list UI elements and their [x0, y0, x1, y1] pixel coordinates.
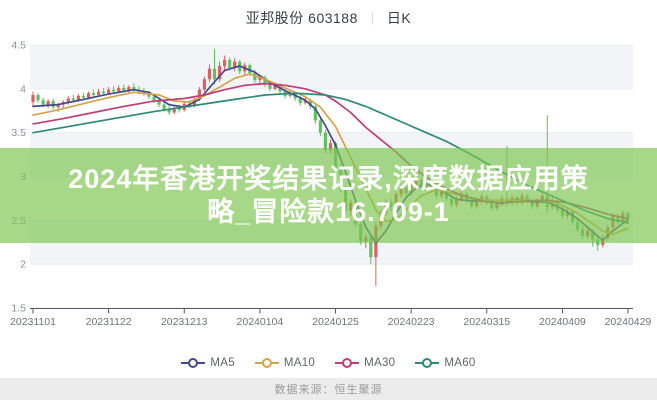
- x-tick-label: 20240315: [463, 316, 510, 328]
- chart-header: 亚邦股份 603188 日K: [0, 7, 657, 29]
- header-divider: [371, 11, 373, 25]
- candle-body: [217, 66, 222, 80]
- candle-body: [132, 87, 136, 90]
- x-tick-label: 20231122: [86, 316, 132, 328]
- x-tick-label: 20240409: [539, 316, 586, 328]
- data-source-label: 数据来源：恒生聚源: [274, 384, 383, 396]
- candle-body: [142, 91, 146, 94]
- candle-body: [152, 96, 156, 101]
- x-tick-label: 20240104: [237, 316, 284, 328]
- legend-item-ma60[interactable]: MA60: [415, 357, 475, 369]
- candle-body: [71, 98, 75, 101]
- candle-body: [36, 94, 40, 101]
- candle-body: [56, 104, 60, 108]
- overlay-line2: 略_冒险款16.709-1: [207, 196, 450, 227]
- candle-body: [369, 236, 373, 258]
- candle-body: [147, 93, 151, 97]
- x-tick-label: 20240125: [312, 316, 359, 328]
- candle-body: [273, 85, 277, 89]
- legend-label: MA5: [210, 357, 235, 369]
- x-tick-label: 20240429: [605, 316, 652, 328]
- legend-item-ma30[interactable]: MA30: [335, 357, 395, 369]
- candle-body: [46, 101, 50, 105]
- y-tick-label: 4: [20, 83, 26, 95]
- y-tick-label: 2: [20, 259, 26, 271]
- ma10-marker-icon: [254, 358, 279, 368]
- legend-label: MA30: [364, 357, 396, 369]
- candle-body: [91, 93, 96, 95]
- period-label[interactable]: 日K: [386, 10, 412, 26]
- candle-body: [202, 79, 207, 90]
- candle-body: [41, 100, 45, 105]
- candle-body: [263, 77, 267, 85]
- x-tick-label: 20231213: [161, 316, 208, 328]
- candle-body: [298, 98, 302, 103]
- legend-item-ma10[interactable]: MA10: [254, 357, 316, 369]
- candle-body: [207, 68, 212, 80]
- legend-label: MA60: [444, 357, 476, 369]
- candle-body: [66, 98, 70, 102]
- candle-body: [222, 59, 227, 67]
- data-source-bar: 数据来源：恒生聚源: [0, 378, 657, 400]
- y-tick-label: 1.5: [11, 303, 26, 315]
- candle-body: [127, 87, 131, 91]
- candle-body: [162, 104, 166, 109]
- candle-body: [197, 89, 201, 100]
- candle-body: [248, 65, 252, 74]
- candle-body: [96, 91, 101, 95]
- candle-body: [318, 120, 322, 133]
- overlay-banner: 2024年香港开奖结果记录,深度数据应用策 略_冒险款16.709-1: [0, 148, 657, 243]
- candle-body: [233, 61, 237, 68]
- candle-body: [101, 91, 106, 94]
- candle-body: [228, 59, 232, 68]
- candle-body: [76, 95, 80, 101]
- legend-item-ma5[interactable]: MA5: [181, 357, 235, 369]
- ma30-marker-icon: [335, 358, 360, 368]
- candle-body: [328, 143, 333, 151]
- candle-body: [258, 77, 262, 81]
- ma60-marker-icon: [415, 358, 440, 368]
- candle-body: [288, 93, 292, 96]
- x-axis: 20231101 20231122 20231213 20240104 20240125…: [10, 308, 652, 328]
- y-tick-label: 3.5: [11, 127, 26, 139]
- candle-body: [117, 87, 121, 92]
- candle-body: [112, 89, 116, 92]
- candle-body: [81, 95, 86, 98]
- x-tick-label: 20240223: [388, 316, 435, 328]
- ma5-marker-icon: [181, 358, 206, 368]
- candle-body: [107, 89, 111, 94]
- x-tick-label: 20231101: [10, 316, 56, 328]
- candle-body: [303, 100, 307, 103]
- ma-legend: MA5 MA10 MA30 MA60: [0, 352, 657, 374]
- candle-body: [313, 106, 317, 121]
- candle-body: [308, 100, 312, 107]
- candle-body: [172, 108, 176, 113]
- candle-body: [323, 132, 328, 151]
- overlay-line1: 2024年香港开奖结果记录,深度数据应用策: [68, 163, 589, 194]
- candle-body: [122, 87, 126, 91]
- legend-label: MA10: [283, 357, 316, 369]
- candle-body: [31, 94, 35, 102]
- candle-body: [212, 68, 217, 80]
- candle-body: [167, 108, 171, 113]
- y-tick-label: 4.5: [11, 40, 26, 52]
- stock-title: 亚邦股份 603188: [245, 10, 358, 26]
- candle-body: [177, 108, 181, 110]
- candle-body: [157, 100, 161, 105]
- candle-body: [86, 93, 91, 98]
- candle-body: [268, 84, 272, 89]
